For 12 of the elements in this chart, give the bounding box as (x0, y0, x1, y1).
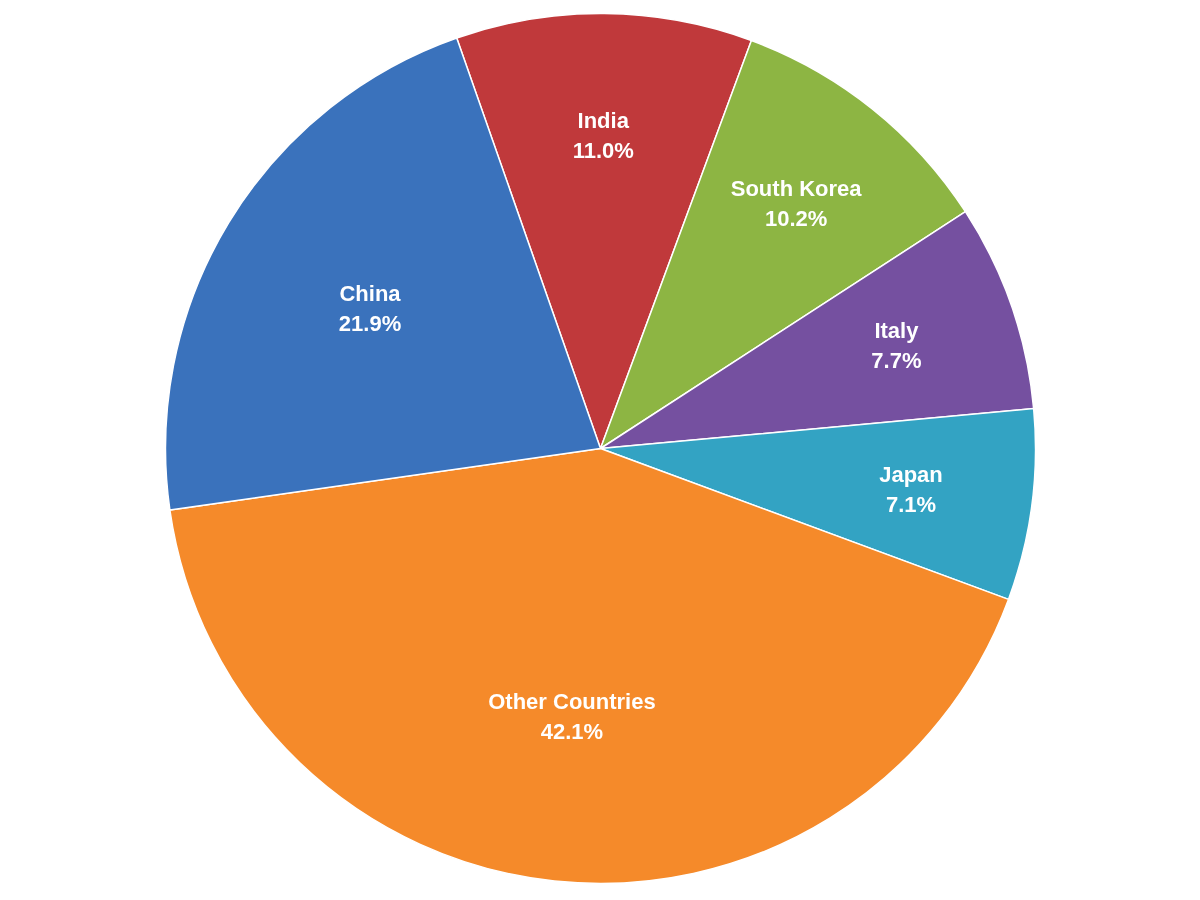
data-label: 7.1% (885, 491, 937, 517)
slice-label: Italy (874, 318, 920, 344)
slice-label: India (577, 107, 630, 133)
data-label: 11.0% (572, 137, 634, 163)
slice-label: South Korea (730, 176, 863, 202)
slice-label: China (339, 280, 402, 306)
slice-label: Japan (879, 461, 943, 487)
slice-label: Other Countries (488, 689, 656, 715)
data-label: 7.7% (871, 348, 922, 374)
data-label: 42.1% (540, 719, 604, 745)
data-label: 10.2% (764, 206, 828, 232)
data-label: 21.9% (338, 310, 402, 336)
